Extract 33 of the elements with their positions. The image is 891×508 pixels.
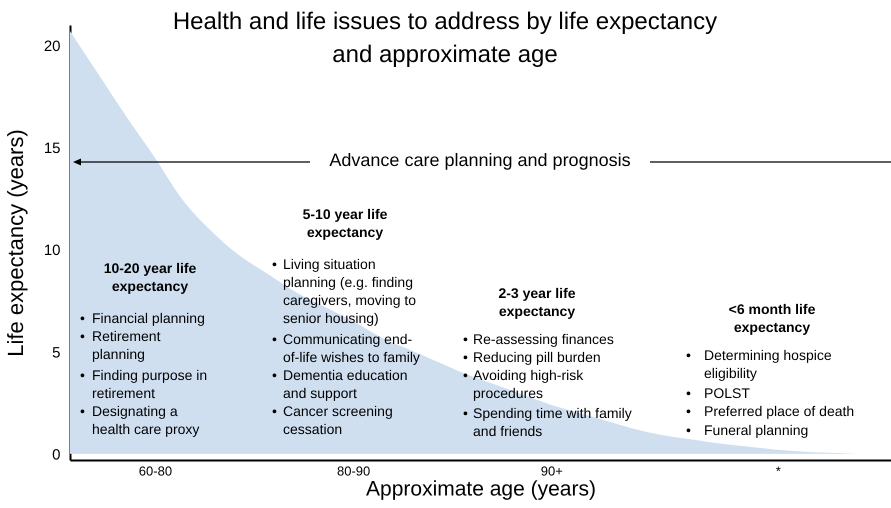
y-tick-label: 5 (52, 344, 60, 362)
y-tick-label: 15 (44, 140, 60, 158)
annotation: • Re-assessing finances (463, 331, 614, 347)
annotation: • Funeral planning (686, 422, 808, 438)
annotation: • Dementia education and support (272, 367, 408, 401)
annotation: Advance care planning and prognosis (329, 150, 631, 170)
x-axis-title: Approximate age (years) (366, 478, 596, 500)
annotation: • Designating a health care proxy (80, 403, 200, 437)
y-tick-label: 20 (44, 38, 60, 55)
y-tick-label: 10 (44, 242, 60, 260)
annotation: • Spending time with family and friends (463, 405, 632, 439)
annotation: • POLST (686, 385, 750, 401)
annotation: • Financial planning (80, 310, 205, 326)
x-tick-label: * (776, 464, 781, 478)
annotation: 5-10 year life expectancy (302, 206, 388, 240)
annotation: • Finding purpose in retirement (80, 367, 208, 401)
x-tick-label: 60-80 (138, 464, 172, 478)
annotation: • Cancer screening cessation (272, 403, 393, 437)
annotation: <6 month life expectancy (728, 301, 816, 335)
x-tick-label: 80-90 (336, 464, 370, 478)
y-tick-label: 0 (52, 446, 60, 464)
y-axis-title: Life expectancy (years) (2, 129, 28, 357)
annotation: • Determining hospice eligibility (686, 347, 832, 381)
annotation: 2-3 year life expectancy (498, 285, 576, 319)
annotation: • Living situation planning (e.g. finding caregivers, moving to senior housing) (272, 256, 416, 326)
chart-title: Health and life issues to address by life expectancy and approximate age (172, 8, 718, 68)
annotation: • Communicating end- of-life wishes to family (272, 331, 420, 365)
x-tick-label: 90+ (540, 464, 563, 478)
annotation: • Retirement planning (80, 328, 161, 362)
annotation: • Avoiding high-risk procedures (463, 367, 584, 401)
annotation: • Reducing pill burden (463, 349, 601, 365)
annotation: • Preferred place of death (686, 403, 854, 419)
annotation: 10-20 year life expectancy (104, 260, 197, 294)
